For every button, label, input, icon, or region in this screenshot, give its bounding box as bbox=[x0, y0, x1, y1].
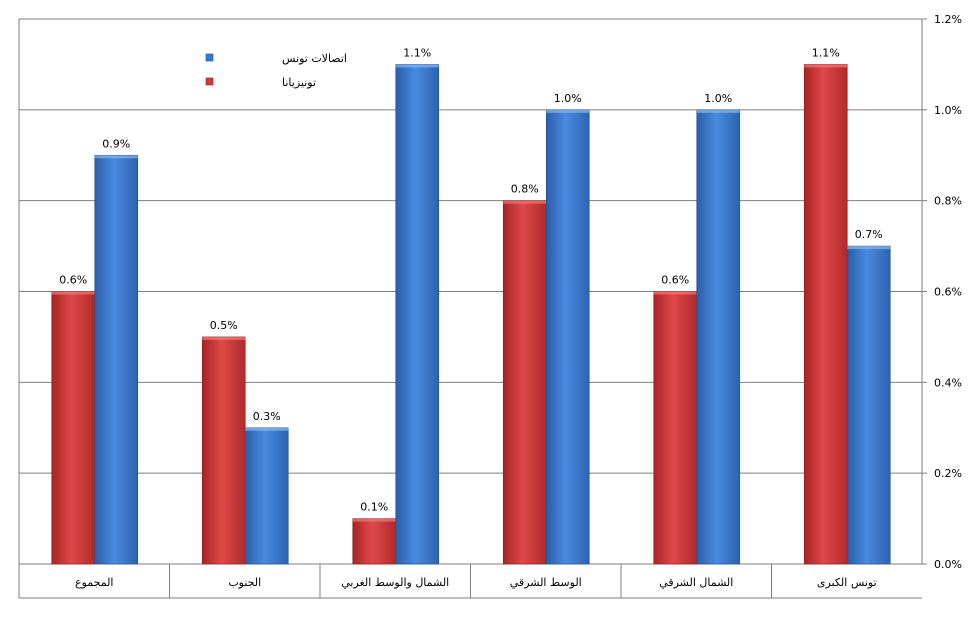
category-label: الجنوب bbox=[228, 576, 261, 589]
category-label: الشمال الشرقي bbox=[659, 576, 733, 589]
bar-top-highlight bbox=[503, 200, 547, 204]
bar-top-highlight bbox=[804, 64, 848, 68]
legend: اتصالات تونس تونيزيانا bbox=[205, 52, 347, 89]
data-label: 1.0% bbox=[704, 92, 732, 105]
data-label: 1.0% bbox=[554, 92, 582, 105]
legend-label: اتصالات تونس bbox=[282, 52, 347, 65]
category-label: الوسط الشرقي bbox=[510, 576, 582, 589]
bar-tunisie-telecom bbox=[545, 109, 590, 565]
legend-swatch bbox=[205, 77, 214, 86]
data-label: 0.5% bbox=[210, 319, 238, 332]
data-label: 1.1% bbox=[403, 46, 431, 59]
data-label: 0.8% bbox=[511, 183, 539, 196]
bar-tunisie-telecom bbox=[846, 245, 891, 565]
gridlines bbox=[19, 18, 922, 565]
bar-top-highlight bbox=[395, 64, 439, 68]
bar-top-highlight bbox=[696, 109, 740, 113]
bar-tunisie-telecom bbox=[94, 154, 139, 565]
bar-tunisie-telecom bbox=[395, 64, 440, 565]
data-label: 0.1% bbox=[360, 501, 388, 514]
category-label: المجموع bbox=[75, 576, 113, 589]
data-label: 0.6% bbox=[661, 274, 689, 287]
bar-top-highlight bbox=[352, 518, 396, 522]
data-label: 0.9% bbox=[102, 137, 130, 150]
bar-tunisiana bbox=[352, 518, 397, 565]
bar-top-highlight bbox=[51, 291, 95, 295]
category-label: تونس الكبرى bbox=[817, 576, 877, 589]
data-label: 0.3% bbox=[253, 410, 281, 423]
bar-tunisie-telecom bbox=[696, 109, 741, 565]
bar-top-highlight bbox=[202, 336, 246, 340]
bar-tunisiana bbox=[803, 64, 848, 565]
bar-top-highlight bbox=[653, 291, 697, 295]
bar-tunisiana bbox=[201, 336, 246, 565]
y-tick-label: 0.6% bbox=[934, 286, 962, 299]
bar-tunisiana bbox=[51, 291, 96, 565]
category-label: الشمال والوسط الغربي bbox=[341, 576, 449, 589]
legend-label: تونيزيانا bbox=[282, 76, 316, 89]
data-label: 0.7% bbox=[855, 228, 883, 241]
bar-top-highlight bbox=[546, 109, 590, 113]
y-tick-label: 1.0% bbox=[934, 104, 962, 117]
labels-group: 0.0% 0.2% 0.4% 0.6% 0.8% 1.0% 1.2% 0.6% 0.9% المج… bbox=[59, 13, 962, 589]
bar-top-highlight bbox=[847, 246, 891, 250]
y-tick-label: 0.2% bbox=[934, 467, 962, 480]
y-tick-label: 0.4% bbox=[934, 376, 962, 389]
y-tick-label: 1.2% bbox=[934, 13, 962, 26]
data-label: 0.6% bbox=[59, 274, 87, 287]
bars-group bbox=[51, 64, 891, 565]
bar-tunisie-telecom bbox=[244, 427, 289, 565]
bar-tunisiana bbox=[653, 291, 698, 565]
bar-tunisiana bbox=[502, 200, 547, 565]
y-tick-label: 0.0% bbox=[934, 558, 962, 571]
bar-top-highlight bbox=[245, 427, 289, 431]
legend-swatch bbox=[205, 53, 214, 62]
axes bbox=[18, 18, 927, 599]
data-label: 1.1% bbox=[812, 46, 840, 59]
bar-top-highlight bbox=[94, 155, 138, 159]
y-tick-label: 0.8% bbox=[934, 195, 962, 208]
